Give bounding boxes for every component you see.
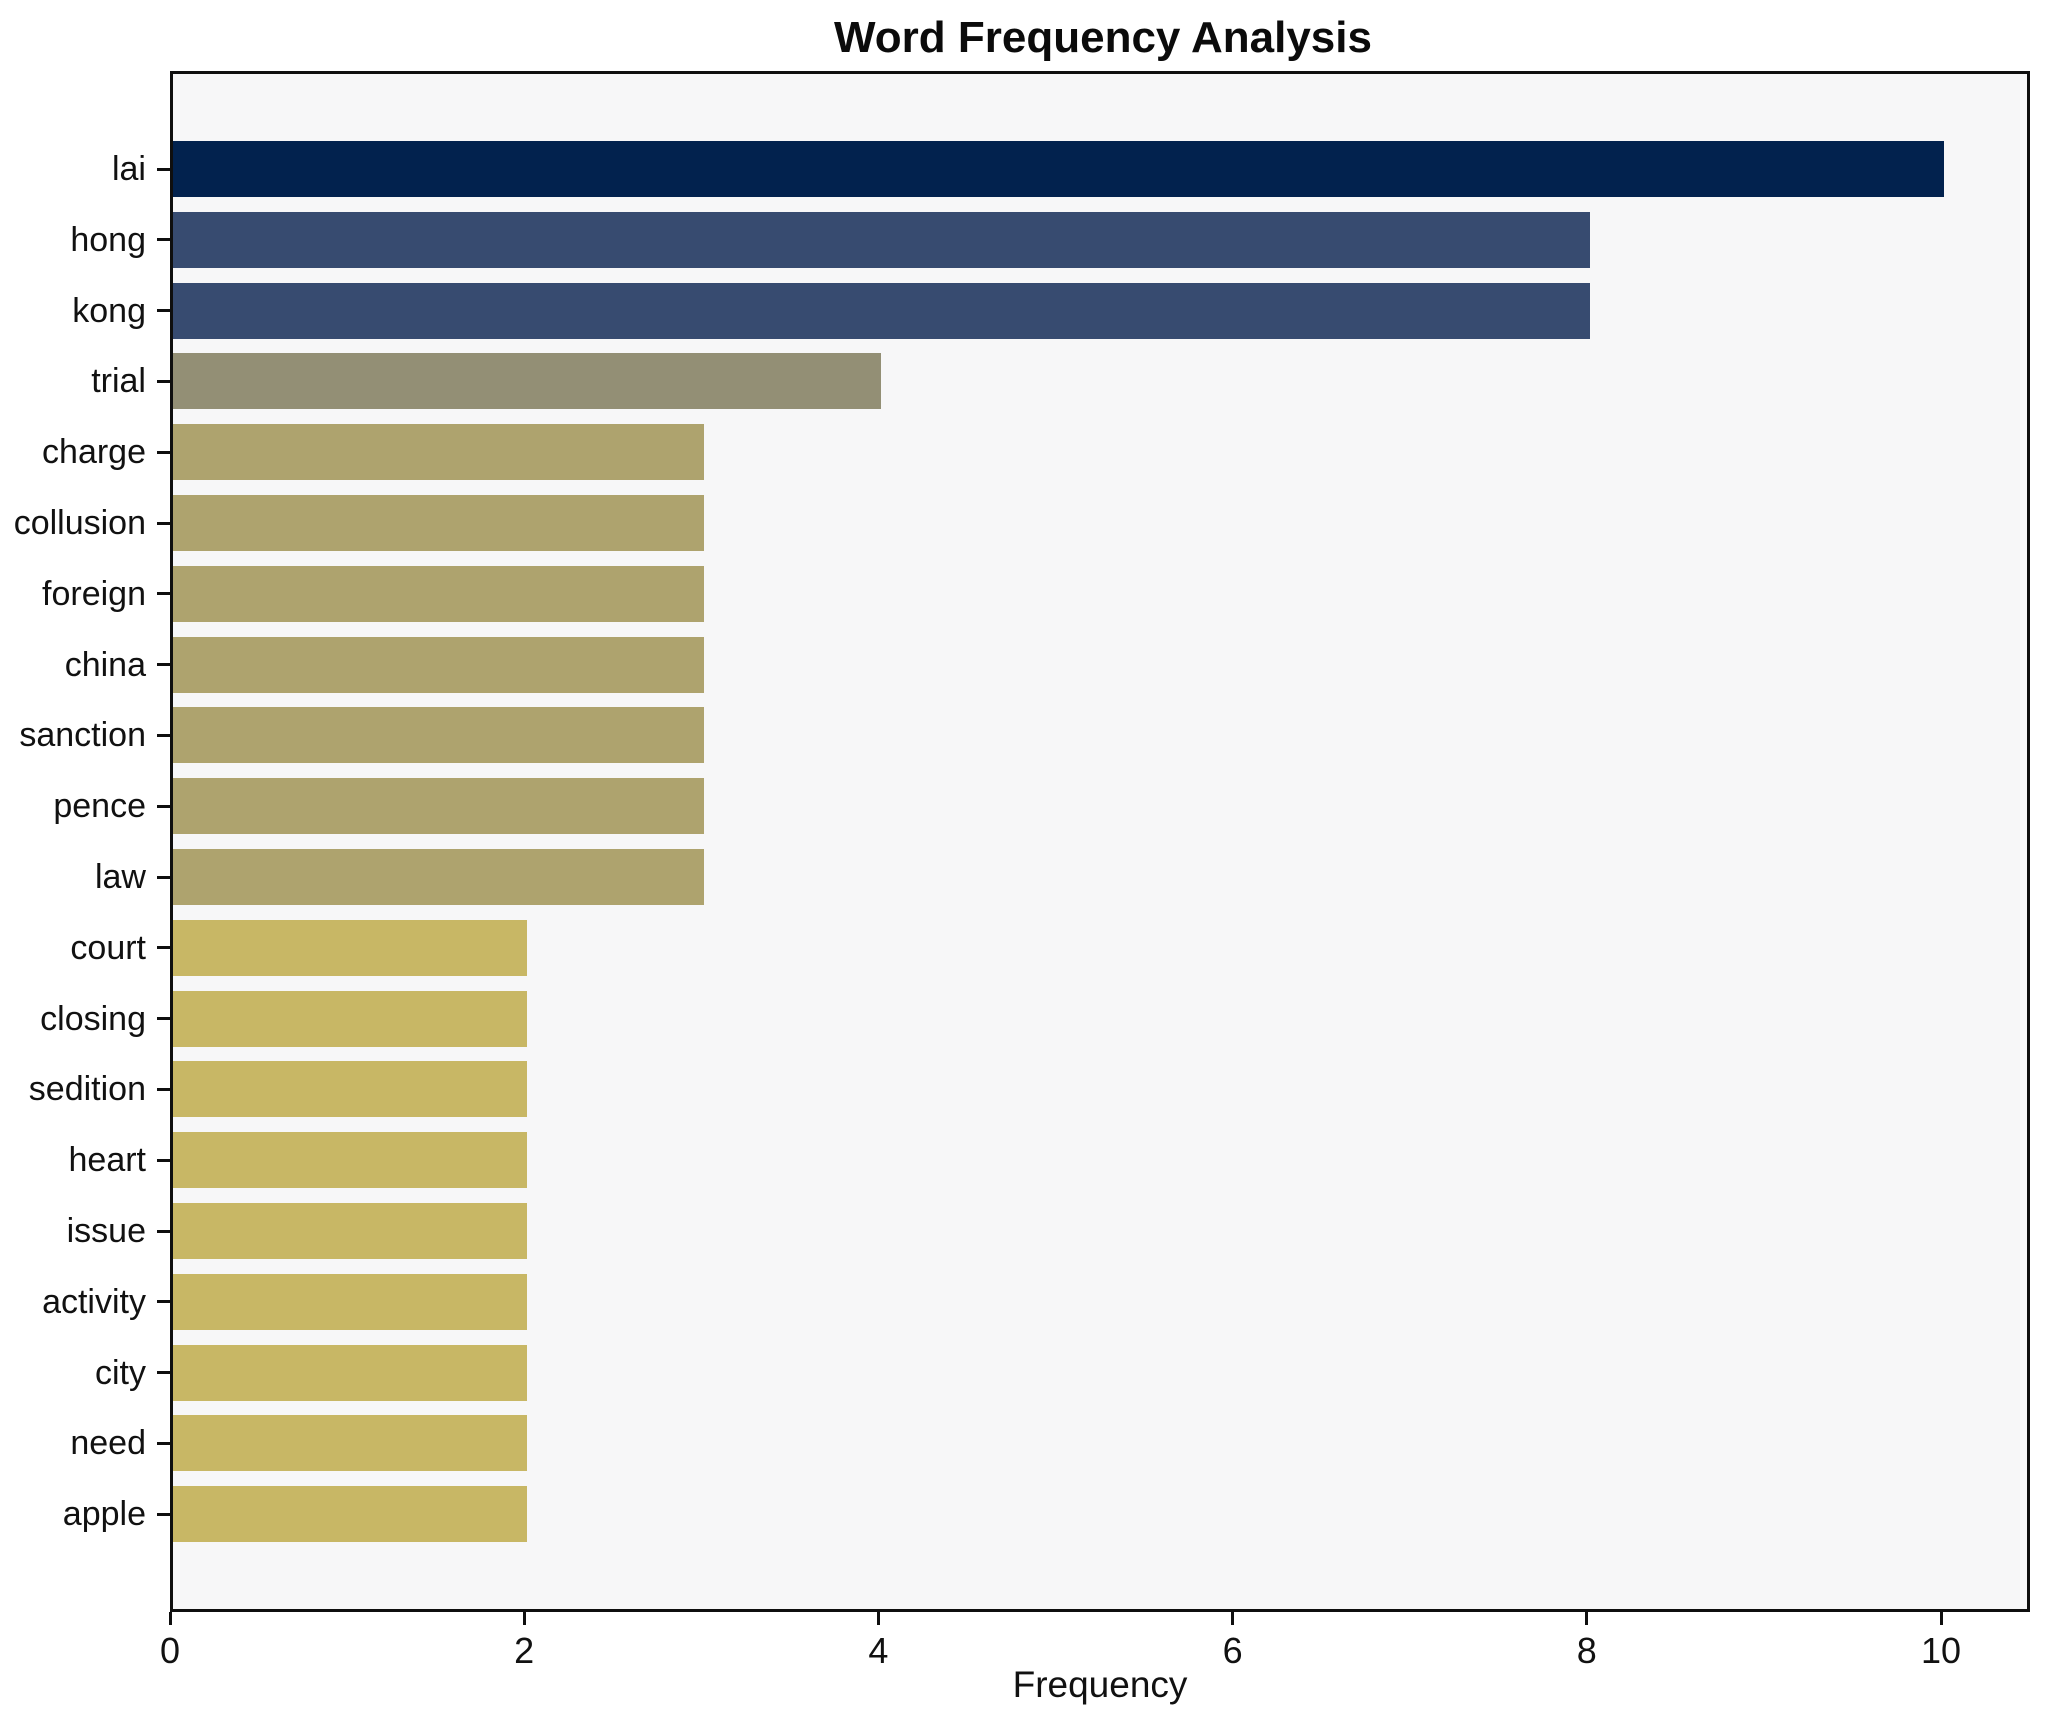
y-tick-mark	[157, 1017, 170, 1021]
y-tick-label-kong: kong	[72, 291, 146, 330]
x-tick-label-2: 2	[514, 1630, 535, 1671]
y-tick-mark	[157, 592, 170, 596]
y-tick-label-issue: issue	[66, 1212, 146, 1250]
y-tick-label-foreign: foreign	[42, 574, 146, 613]
y-tick-label-need: need	[70, 1424, 146, 1463]
x-tick-mark	[1939, 1612, 1943, 1625]
y-tick-mark	[157, 309, 170, 313]
y-tick-mark	[157, 521, 170, 525]
x-tick-label-6: 6	[1222, 1630, 1243, 1671]
x-tick-label-0: 0	[159, 1630, 181, 1671]
bar-charge	[173, 424, 705, 481]
y-tick-mark	[157, 1300, 170, 1304]
bar-apple	[173, 1486, 528, 1543]
bar-collusion	[173, 495, 705, 551]
y-tick-label-lai: lai	[111, 150, 146, 188]
y-tick-label-law: law	[94, 858, 146, 896]
bar-pence	[173, 778, 705, 835]
x-tick-label-4: 4	[868, 1630, 889, 1671]
bar-trial	[173, 353, 882, 410]
x-tick-mark	[876, 1612, 880, 1625]
y-tick-mark	[157, 450, 170, 454]
bar-sedition	[173, 1061, 528, 1118]
x-tick-mark	[1585, 1612, 1589, 1625]
bar-issue	[173, 1203, 528, 1259]
y-tick-mark	[157, 804, 170, 808]
x-tick-label-8: 8	[1576, 1630, 1597, 1671]
y-tick-mark	[157, 1229, 170, 1233]
chart-title: Word Frequency Analysis	[834, 13, 1372, 62]
x-tick-mark	[168, 1612, 172, 1625]
bar-need	[173, 1415, 528, 1472]
y-tick-mark	[157, 733, 170, 737]
y-tick-label-china: china	[64, 645, 146, 684]
plot-area	[170, 71, 2030, 1612]
y-tick-mark	[157, 946, 170, 950]
bar-heart	[173, 1132, 528, 1189]
bar-city	[173, 1344, 528, 1401]
x-axis-label: Frequency	[1012, 1664, 1188, 1705]
y-tick-label-sanction: sanction	[19, 716, 146, 755]
bar-hong	[173, 211, 1590, 268]
bar-court	[173, 919, 528, 976]
y-tick-mark	[157, 1441, 170, 1445]
y-tick-mark	[157, 1512, 170, 1516]
y-tick-label-hong: hong	[70, 220, 146, 259]
y-tick-mark	[157, 1087, 170, 1091]
y-tick-label-closing: closing	[40, 999, 146, 1038]
bar-sanction	[173, 707, 705, 764]
y-tick-mark	[157, 379, 170, 383]
y-tick-mark	[157, 663, 170, 667]
x-tick-mark	[522, 1612, 526, 1625]
y-tick-label-trial: trial	[91, 362, 146, 401]
y-tick-mark	[157, 1158, 170, 1162]
y-tick-label-charge: charge	[42, 433, 146, 472]
y-tick-mark	[157, 1371, 170, 1375]
bar-china	[173, 636, 705, 693]
bar-activity	[173, 1273, 528, 1330]
x-tick-mark	[1231, 1612, 1235, 1625]
y-tick-label-heart: heart	[68, 1141, 147, 1180]
y-tick-label-activity: activity	[42, 1282, 146, 1321]
bar-kong	[173, 282, 1590, 339]
y-tick-mark	[157, 238, 170, 242]
x-tick-label-10: 10	[1920, 1630, 1962, 1671]
y-tick-label-city: city	[95, 1353, 146, 1392]
y-tick-mark	[157, 167, 170, 171]
bar-law	[173, 849, 705, 905]
y-tick-label-sedition: sedition	[28, 1070, 146, 1109]
y-tick-label-court: court	[70, 928, 146, 967]
y-tick-mark	[157, 875, 170, 879]
y-tick-label-apple: apple	[62, 1495, 146, 1534]
bar-foreign	[173, 565, 705, 622]
y-tick-label-collusion: collusion	[13, 504, 146, 542]
bar-lai	[173, 141, 1944, 197]
bar-closing	[173, 990, 528, 1047]
y-tick-label-pence: pence	[53, 787, 146, 826]
